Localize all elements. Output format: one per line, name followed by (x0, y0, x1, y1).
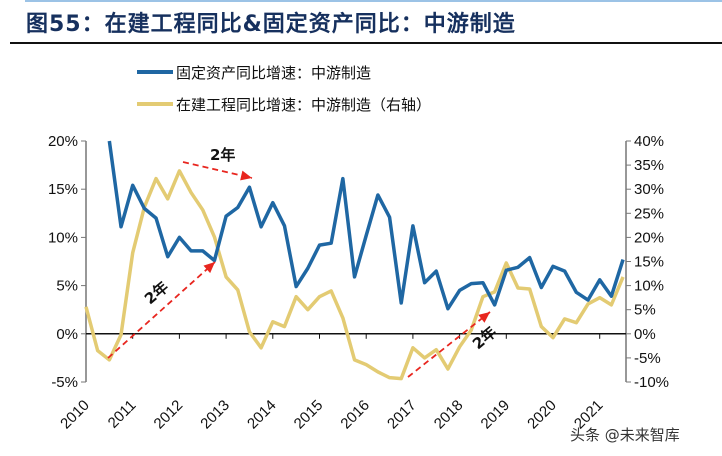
left-tick-label: -5% (51, 374, 78, 391)
x-tick-label: 2012 (151, 397, 187, 433)
x-tick-label: 2018 (431, 397, 467, 433)
watermark: 头条 @未来智库 (570, 426, 680, 444)
legend-label-construction: 在建工程同比增速：中游制造（右轴） (176, 96, 431, 114)
right-tick-label: 15% (634, 254, 664, 271)
x-tick-label: 2014 (244, 397, 280, 433)
left-tick-label: 0% (56, 326, 78, 343)
x-tick-label: 2013 (197, 397, 233, 433)
x-tick-label: 2015 (291, 397, 327, 433)
right-tick-label: 10% (634, 278, 664, 295)
right-tick-label: -10% (634, 374, 669, 391)
x-tick-label: 2011 (105, 397, 140, 432)
chart-title: 图55：在建工程同比&固定资产同比：中游制造 (26, 12, 516, 37)
x-tick-label: 2016 (337, 397, 373, 433)
annotation-arrow (182, 161, 253, 179)
title-rule (10, 42, 722, 44)
right-tick-label: 35% (634, 157, 664, 174)
x-tick-label: 2020 (524, 397, 560, 433)
arrowhead-icon (478, 312, 490, 323)
annotation-arrow (407, 311, 491, 378)
right-tick-label: 5% (634, 302, 656, 319)
right-tick-label: 20% (634, 229, 664, 246)
x-tick-label: 2010 (57, 397, 93, 433)
legend-label-fixed-assets: 固定资产同比增速：中游制造 (176, 64, 371, 82)
left-tick-label: 10% (48, 229, 78, 246)
x-tick-label: 2017 (384, 397, 420, 433)
right-tick-label: 30% (634, 181, 664, 198)
arrowhead-icon (240, 170, 252, 181)
right-tick-label: 0% (634, 326, 656, 343)
right-tick-label: 25% (634, 205, 664, 222)
annotation-arrow (107, 261, 216, 359)
left-tick-label: 5% (56, 278, 78, 295)
right-tick-label: -5% (634, 350, 661, 367)
x-tick-label: 2019 (478, 397, 514, 433)
annotation-label: 2年 (210, 146, 235, 164)
right-tick-label: 40% (634, 133, 664, 150)
top-accent-line (25, 0, 722, 2)
series-line-fixed-assets (107, 140, 625, 311)
arrowhead-icon (203, 262, 215, 274)
left-tick-label: 20% (48, 133, 78, 150)
left-tick-label: 15% (48, 181, 78, 198)
legend: 固定资产同比增速：中游制造 在建工程同比增速：中游制造（右轴） (137, 64, 431, 114)
